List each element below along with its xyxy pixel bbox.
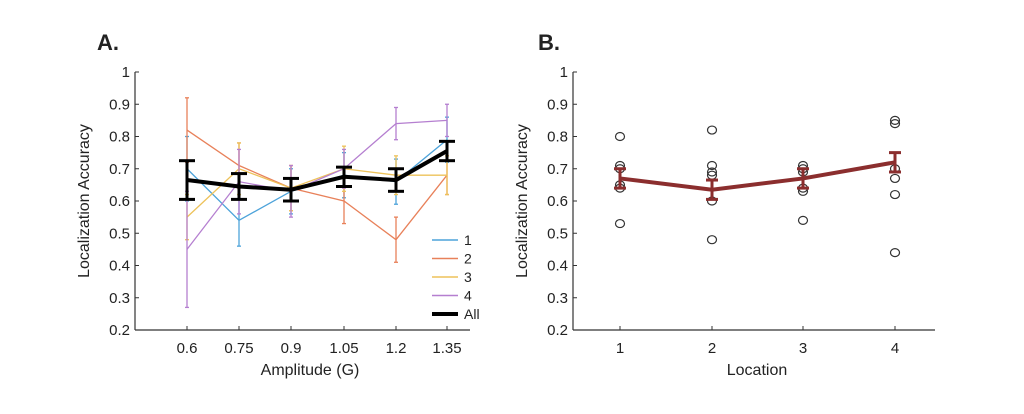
panel-label: A. xyxy=(97,30,119,55)
error-bar-All xyxy=(336,165,352,188)
mean-error-bar xyxy=(614,167,626,190)
mean-error-bar xyxy=(797,167,809,190)
x-tick-label: 1.05 xyxy=(329,340,358,357)
data-point xyxy=(706,167,718,177)
y-tick-label: 0.4 xyxy=(547,258,568,275)
data-point xyxy=(889,248,901,258)
y-tick-label: 0.5 xyxy=(109,225,130,242)
x-tick-label: 1 xyxy=(616,340,624,357)
error-bar-4 xyxy=(394,106,398,141)
mean-line xyxy=(619,160,896,192)
legend-label-2: 2 xyxy=(464,251,472,267)
y-tick-label: 0.7 xyxy=(547,161,568,178)
y-tick-label: 0.2 xyxy=(547,322,568,339)
x-tick-label: 3 xyxy=(799,340,807,357)
y-tick-label: 0.3 xyxy=(547,290,568,307)
x-axis-label: Amplitude (G) xyxy=(261,362,360,379)
y-tick-label: 1 xyxy=(122,64,130,81)
data-point xyxy=(889,173,901,184)
y-tick-label: 1 xyxy=(560,64,568,81)
error-bar-2 xyxy=(185,97,189,163)
x-axis-label: Location xyxy=(727,362,788,379)
mean-error-bar xyxy=(706,178,718,201)
y-axis-label: Localization Accuracy xyxy=(76,124,93,278)
error-bar-4 xyxy=(185,190,189,309)
x-tick-label: 2 xyxy=(708,340,716,357)
x-tick-label: 1.2 xyxy=(386,340,407,357)
y-tick-label: 0.8 xyxy=(547,129,568,146)
y-tick-label: 0.6 xyxy=(547,193,568,210)
y-tick-label: 0.6 xyxy=(109,193,130,210)
series-line-2 xyxy=(186,129,448,241)
error-bar-All xyxy=(283,176,299,203)
error-bar-All xyxy=(179,159,195,201)
y-tick-label: 0.4 xyxy=(109,258,130,275)
data-point xyxy=(706,125,718,135)
x-tick-label: 0.6 xyxy=(177,340,198,357)
mean-error-bar xyxy=(889,151,901,174)
y-axis-label: Localization Accuracy xyxy=(514,124,531,278)
legend-label-All: All xyxy=(464,306,480,322)
series-line-All xyxy=(186,149,448,192)
y-tick-label: 0.3 xyxy=(109,290,130,307)
x-tick-label: 4 xyxy=(891,340,899,357)
data-point xyxy=(614,131,626,142)
error-bar-All xyxy=(231,172,247,201)
data-point xyxy=(706,235,718,245)
panel-label: B. xyxy=(538,30,560,55)
y-tick-label: 0.9 xyxy=(547,96,568,113)
error-bar-All xyxy=(388,167,404,193)
y-tick-label: 0.8 xyxy=(109,129,130,146)
data-point xyxy=(889,189,901,200)
series-line-4 xyxy=(186,119,448,250)
error-bar-All xyxy=(439,139,455,163)
legend-label-4: 4 xyxy=(464,288,472,304)
error-bar-2 xyxy=(394,216,398,263)
y-tick-label: 0.9 xyxy=(109,96,130,113)
data-point xyxy=(889,118,901,129)
x-tick-label: 0.9 xyxy=(281,340,302,357)
y-tick-label: 0.7 xyxy=(109,161,130,178)
series-line-3 xyxy=(186,168,447,218)
y-tick-label: 0.5 xyxy=(547,225,568,242)
x-tick-label: 0.75 xyxy=(224,340,253,357)
legend-label-1: 1 xyxy=(464,232,472,248)
data-point xyxy=(797,215,809,225)
y-tick-label: 0.2 xyxy=(109,322,130,339)
error-bar-4 xyxy=(445,103,449,138)
data-point xyxy=(889,115,901,125)
data-point xyxy=(614,218,626,229)
data-point xyxy=(706,160,718,171)
legend-label-3: 3 xyxy=(464,269,472,285)
x-tick-label: 1.35 xyxy=(432,340,461,357)
